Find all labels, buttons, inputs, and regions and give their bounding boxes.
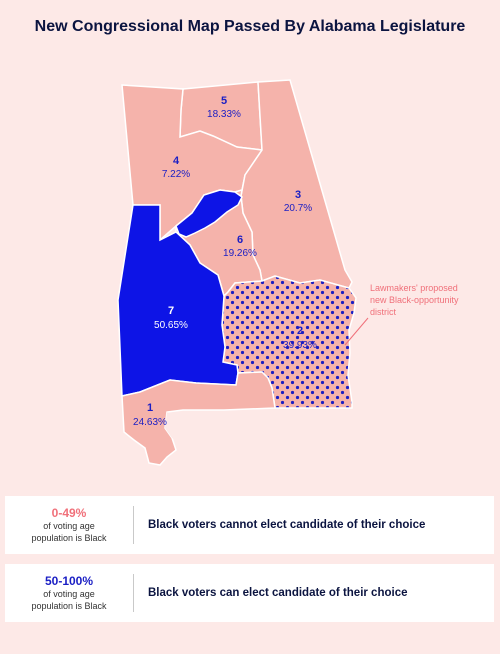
legend-sub: of voting age: [43, 521, 95, 531]
district-percent: 7.22%: [162, 169, 190, 180]
annotation-line: Lawmakers' proposed: [370, 283, 458, 293]
district-number: 1: [147, 402, 153, 414]
legend-sub: population is Black: [31, 533, 107, 543]
legend-range: 50-100%: [44, 574, 94, 588]
legend-sub: population is Black: [31, 601, 107, 611]
legend-range-block: 0-49% of voting age population is Black: [5, 506, 133, 544]
district-number: 5: [221, 95, 227, 107]
annotation-line: new Black-opportunity: [370, 295, 459, 305]
legend-divider: [133, 574, 134, 612]
legend-description: Black voters cannot elect candidate of t…: [148, 519, 426, 531]
district-percent: 19.26%: [223, 248, 257, 259]
district-number: 6: [237, 234, 243, 246]
legend-range: 0-49%: [51, 506, 87, 520]
district-6-label: 6 19.26%: [223, 234, 257, 259]
alabama-district-map: 5 18.33% 4 7.22% 3 20.7% 6 19.26% 7 50.6…: [117, 79, 369, 466]
opportunity-district-annotation: Lawmakers' proposed new Black-opportunit…: [370, 282, 490, 318]
district-percent: 50.65%: [154, 320, 188, 331]
district-number: 3: [295, 189, 301, 201]
district-1-shape[interactable]: [121, 371, 276, 466]
district-percent: 18.33%: [207, 109, 241, 120]
district-7-label: 7 50.65%: [154, 305, 188, 331]
annotation-leader-line: [344, 317, 369, 346]
page-title: New Congressional Map Passed By Alabama …: [34, 18, 466, 35]
district-3-label: 3 20.7%: [284, 189, 312, 214]
legend-description: Black voters can elect candidate of thei…: [148, 587, 408, 599]
mobile-bay-shape: [165, 412, 176, 440]
district-percent: 39.93%: [283, 340, 317, 351]
district-7-shape[interactable]: [117, 189, 243, 397]
legend-item-low: 0-49% of voting age population is Black …: [5, 496, 494, 554]
legend-divider: [133, 506, 134, 544]
district-5-label: 5 18.33%: [207, 95, 241, 120]
district-4-label: 4 7.22%: [162, 155, 190, 180]
legend-range-block: 50-100% of voting age population is Blac…: [5, 574, 133, 612]
legend-item-high: 50-100% of voting age population is Blac…: [5, 564, 494, 622]
district-percent: 20.7%: [284, 203, 312, 214]
annotation-line: district: [370, 307, 397, 317]
district-2-label: 2 39.93%: [283, 325, 317, 351]
legend-sub: of voting age: [43, 589, 95, 599]
district-percent: 24.63%: [133, 417, 167, 428]
district-number: 2: [297, 325, 303, 337]
district-1-label: 1 24.63%: [133, 402, 167, 428]
district-number: 7: [168, 305, 174, 317]
district-number: 4: [173, 155, 180, 167]
